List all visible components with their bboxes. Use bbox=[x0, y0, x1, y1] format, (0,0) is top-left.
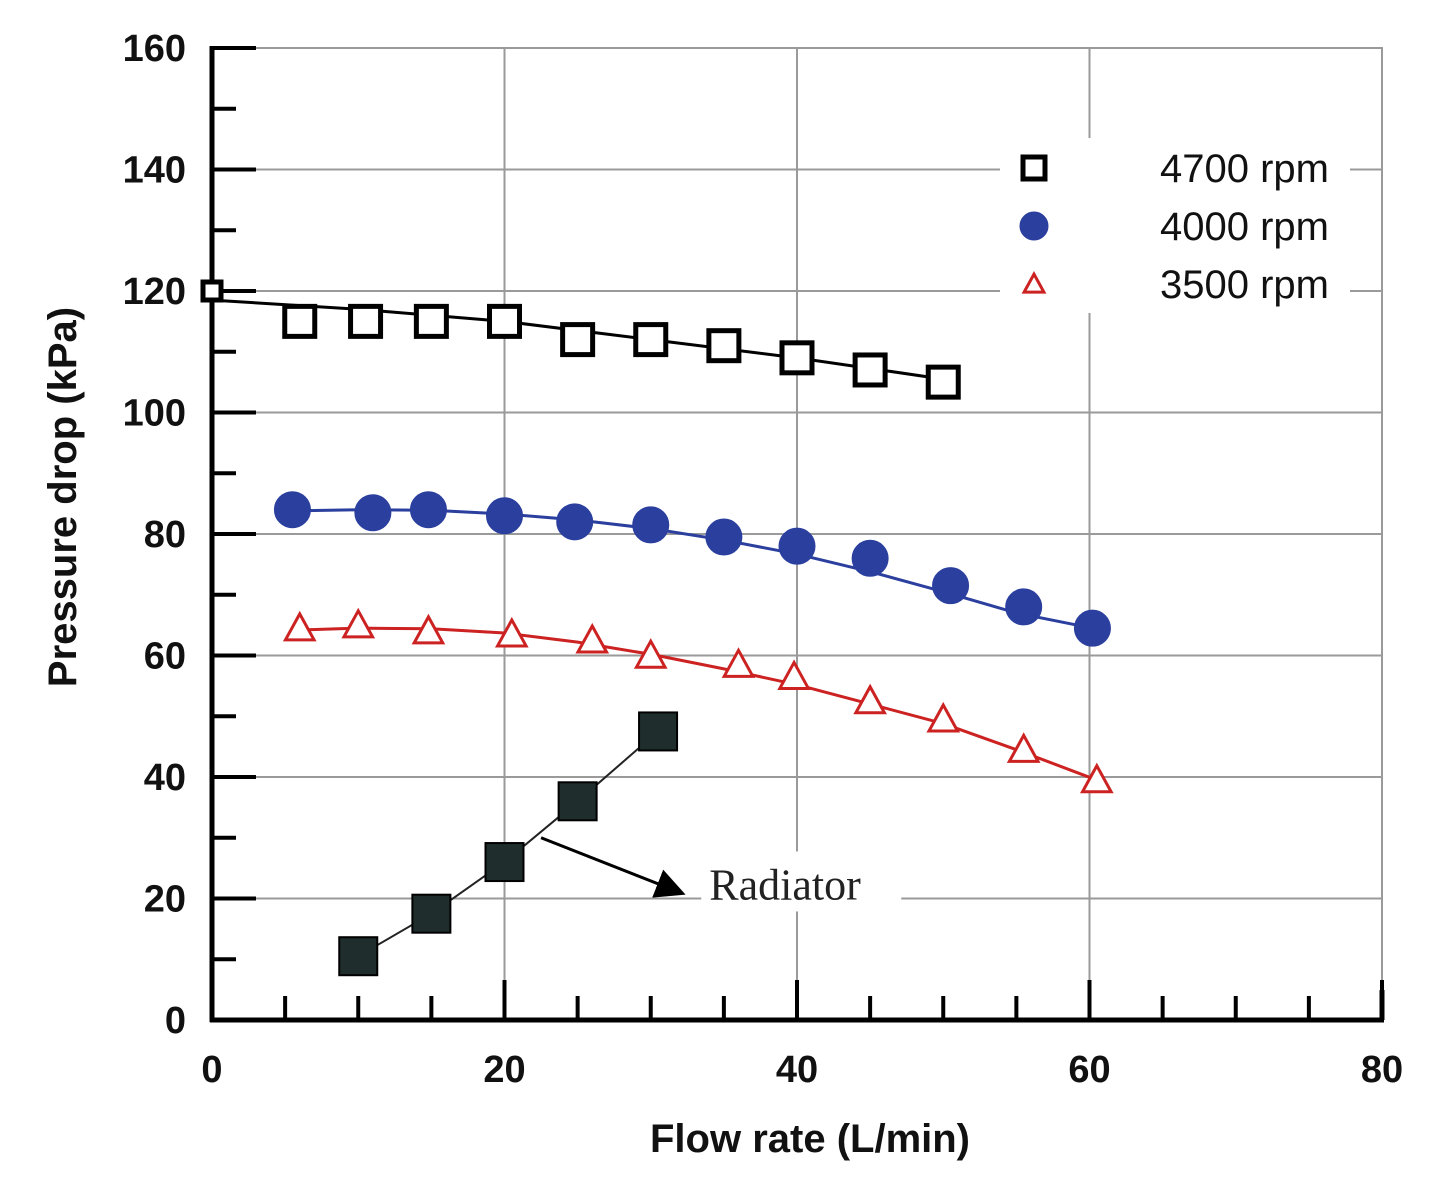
data-point bbox=[282, 303, 318, 339]
y-tick-label: 100 bbox=[123, 393, 186, 435]
data-point bbox=[200, 279, 224, 303]
y-axis-title: Pressure drop (kPa) bbox=[41, 307, 85, 687]
y-tick-label: 160 bbox=[123, 28, 186, 70]
x-tick-label: 40 bbox=[776, 1049, 818, 1091]
annotation-label: Radiator bbox=[709, 860, 861, 909]
data-point bbox=[557, 781, 598, 822]
legend-label: 4700 rpm bbox=[1160, 147, 1329, 191]
data-point bbox=[413, 303, 449, 339]
data-point bbox=[852, 352, 888, 388]
series-radiator bbox=[338, 711, 679, 977]
data-point bbox=[779, 340, 815, 376]
data-point bbox=[560, 322, 596, 358]
data-point bbox=[925, 364, 961, 400]
data-point bbox=[851, 539, 889, 577]
data-point bbox=[932, 567, 970, 605]
data-point bbox=[638, 711, 679, 752]
data-point bbox=[411, 613, 446, 645]
y-tick-label: 120 bbox=[123, 271, 186, 313]
data-point bbox=[348, 303, 384, 339]
data-point bbox=[721, 647, 756, 678]
y-tick-label: 20 bbox=[144, 879, 186, 921]
data-point bbox=[354, 494, 392, 532]
data-point bbox=[706, 328, 742, 364]
data-point bbox=[926, 701, 961, 733]
data-point bbox=[486, 497, 523, 535]
annotations: Radiator bbox=[540, 836, 902, 912]
axes: 0 20 40 60 80 100 120 140 160 0 20 40 60 80 bbox=[123, 28, 1404, 1091]
legend-marker bbox=[1020, 154, 1048, 182]
y-tick-label: 140 bbox=[123, 150, 186, 192]
legend-label: 3500 rpm bbox=[1160, 263, 1329, 307]
data-point bbox=[1006, 732, 1041, 763]
data-point bbox=[633, 322, 669, 358]
data-point bbox=[487, 303, 522, 339]
y-tick-label: 80 bbox=[144, 514, 186, 556]
data-point bbox=[282, 610, 317, 642]
annotation-arrow bbox=[540, 836, 686, 898]
data-point bbox=[273, 491, 311, 529]
data-point bbox=[1005, 588, 1043, 626]
data-point bbox=[411, 893, 452, 934]
x-tick-label: 80 bbox=[1361, 1049, 1403, 1091]
data-point bbox=[341, 607, 376, 639]
legend-marker bbox=[1019, 211, 1049, 241]
data-point bbox=[1079, 762, 1114, 794]
data-point bbox=[1073, 609, 1111, 647]
data-point bbox=[777, 659, 811, 690]
legend-label: 4000 rpm bbox=[1160, 205, 1329, 249]
y-tick-label: 40 bbox=[144, 757, 186, 799]
data-point bbox=[575, 622, 610, 654]
data-point bbox=[409, 491, 447, 529]
data-point bbox=[778, 527, 816, 565]
data-point bbox=[853, 683, 887, 715]
series-3500-rpm bbox=[282, 607, 1114, 794]
y-tick-label: 0 bbox=[165, 1000, 186, 1042]
y-tick-label: 60 bbox=[144, 636, 186, 678]
data-point bbox=[556, 503, 594, 541]
x-tick-label: 20 bbox=[483, 1049, 525, 1091]
series-line bbox=[299, 626, 1098, 782]
x-tick-label: 0 bbox=[201, 1049, 222, 1091]
series-4000-rpm bbox=[273, 491, 1111, 647]
legend-marker bbox=[1021, 270, 1047, 294]
series-line bbox=[292, 508, 1093, 630]
legend: 4700 rpm 4000 rpm 3500 rpm bbox=[1000, 138, 1350, 313]
series-4700-rpm bbox=[200, 279, 961, 400]
data-point bbox=[338, 936, 379, 977]
legend-box bbox=[1000, 138, 1350, 313]
data-point bbox=[705, 518, 743, 556]
data-point bbox=[494, 616, 529, 648]
x-tick-label: 60 bbox=[1068, 1049, 1110, 1091]
annotation-backdrop bbox=[701, 851, 902, 912]
x-axis-title: Flow rate (L/min) bbox=[650, 1117, 970, 1161]
data-point bbox=[484, 842, 525, 883]
plot-area bbox=[200, 279, 1114, 977]
data-point bbox=[633, 638, 668, 669]
data-point bbox=[632, 506, 670, 544]
